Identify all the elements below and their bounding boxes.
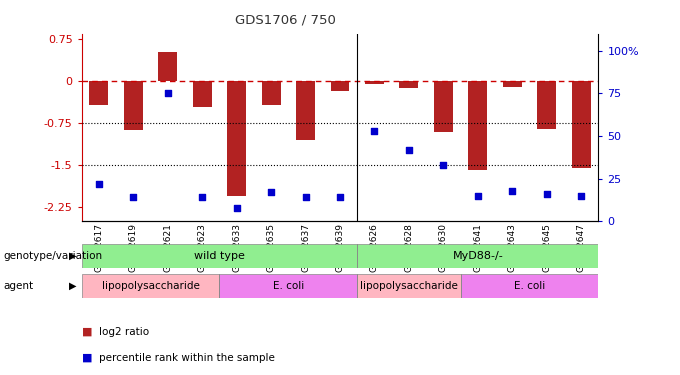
Text: log2 ratio: log2 ratio	[99, 327, 149, 337]
Bar	[82, 274, 220, 298]
Point	[541, 191, 552, 197]
Text: lipopolysaccharide: lipopolysaccharide	[360, 281, 458, 291]
Bar	[124, 81, 143, 130]
Bar	[89, 81, 108, 105]
Point	[473, 193, 483, 199]
Bar	[357, 244, 598, 268]
Point	[266, 189, 277, 195]
Bar	[399, 81, 418, 88]
Text: percentile rank within the sample: percentile rank within the sample	[99, 353, 275, 363]
Point	[163, 90, 173, 96]
Bar	[503, 81, 522, 87]
Bar	[460, 274, 598, 298]
Bar	[192, 81, 211, 106]
Point	[369, 128, 380, 134]
Bar	[537, 81, 556, 129]
Text: agent: agent	[3, 281, 33, 291]
Text: ▶: ▶	[69, 281, 77, 291]
Point	[231, 205, 242, 211]
Point	[403, 147, 414, 153]
Point	[507, 188, 517, 194]
Point	[335, 194, 345, 200]
Text: GDS1706 / 750: GDS1706 / 750	[235, 13, 336, 26]
Bar	[262, 81, 281, 105]
Text: E. coli: E. coli	[514, 281, 545, 291]
Bar	[330, 81, 350, 92]
Text: ■: ■	[82, 353, 92, 363]
Bar	[227, 81, 246, 196]
Text: ▶: ▶	[69, 251, 77, 261]
Bar	[365, 81, 384, 84]
Text: MyD88-/-: MyD88-/-	[452, 251, 503, 261]
Bar	[220, 274, 357, 298]
Text: lipopolysaccharide: lipopolysaccharide	[101, 281, 199, 291]
Bar	[357, 274, 460, 298]
Point	[576, 193, 587, 199]
Bar	[469, 81, 488, 170]
Text: genotype/variation: genotype/variation	[3, 251, 103, 261]
Bar	[158, 52, 177, 81]
Text: ■: ■	[82, 327, 92, 337]
Text: E. coli: E. coli	[273, 281, 304, 291]
Point	[93, 181, 104, 187]
Bar	[82, 244, 357, 268]
Text: wild type: wild type	[194, 251, 245, 261]
Point	[197, 194, 207, 200]
Point	[300, 194, 311, 200]
Bar	[434, 81, 453, 132]
Bar	[296, 81, 315, 140]
Point	[438, 162, 449, 168]
Bar	[572, 81, 591, 168]
Point	[128, 194, 139, 200]
